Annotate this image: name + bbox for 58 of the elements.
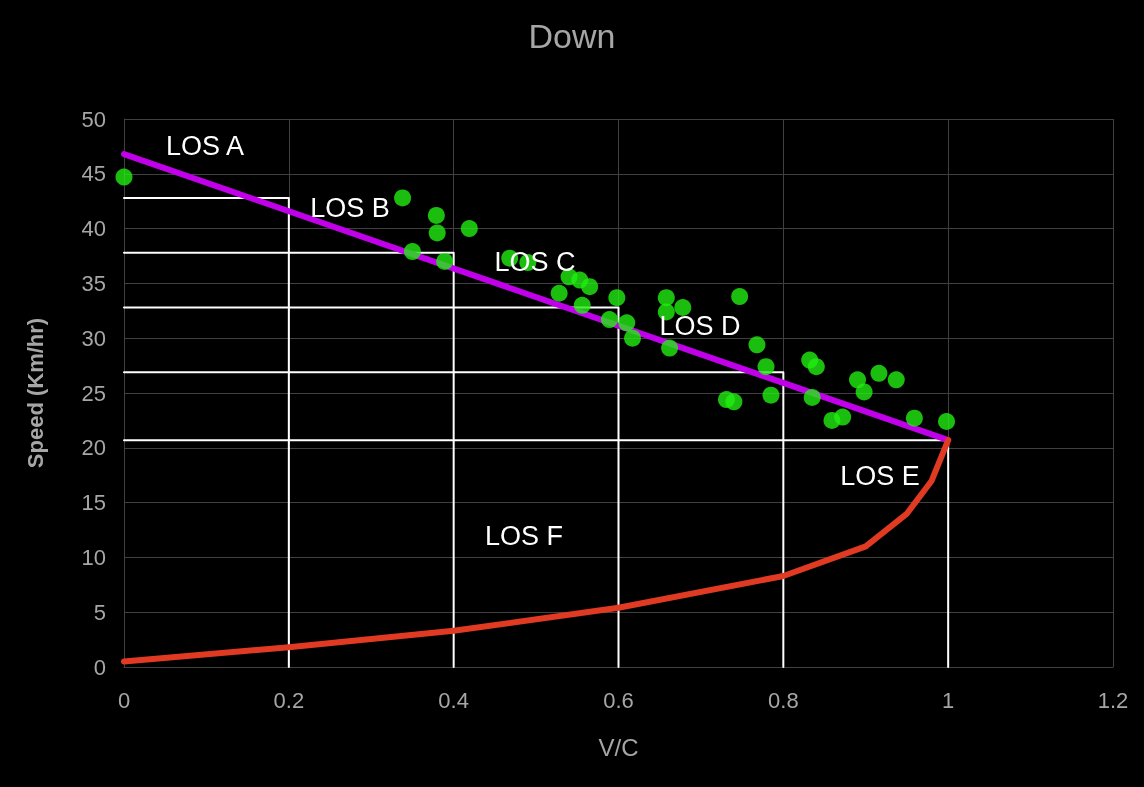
- point: [661, 339, 679, 357]
- annotation: LOS C: [494, 247, 576, 277]
- point: [855, 383, 873, 401]
- point: [870, 364, 888, 382]
- point: [608, 289, 626, 307]
- point: [657, 289, 675, 307]
- y-tick-label: 40: [81, 216, 106, 242]
- point: [618, 314, 636, 332]
- annotation: LOS F: [484, 521, 564, 551]
- point: [428, 224, 446, 242]
- y-tick-label: 15: [81, 490, 106, 516]
- x-tick-label: 1: [942, 687, 955, 713]
- point: [624, 329, 642, 347]
- point: [573, 296, 591, 314]
- x-tick-label: 0.4: [438, 687, 469, 713]
- point: [748, 336, 766, 354]
- y-tick-label: 35: [81, 270, 106, 296]
- annotation: LOS B: [310, 193, 390, 223]
- x-axis-title: V/C: [598, 733, 639, 761]
- point: [803, 388, 821, 406]
- y-tick-label: 45: [81, 161, 106, 187]
- point: [849, 371, 867, 389]
- point: [436, 252, 454, 270]
- x-tick-label: 0.6: [603, 687, 634, 713]
- x-tick-label: 0: [117, 687, 131, 713]
- x-tick-label: 0.8: [768, 687, 799, 713]
- point: [834, 408, 852, 426]
- y-axis-title: Speed (Km/hr): [22, 317, 48, 469]
- y-tick-label: 50: [81, 106, 106, 132]
- point: [550, 284, 568, 302]
- y-tick-label: 30: [81, 325, 106, 351]
- y-tick-label: 0: [93, 654, 106, 680]
- annotation: LOS A: [165, 131, 245, 161]
- x-tick-label: 1.2: [1097, 687, 1129, 713]
- point: [427, 206, 445, 224]
- y-tick-label: 25: [81, 380, 106, 406]
- point: [887, 371, 905, 389]
- point: [403, 243, 421, 261]
- point: [460, 220, 478, 238]
- y-tick-label: 10: [81, 544, 106, 570]
- point: [115, 168, 133, 186]
- point: [725, 393, 743, 411]
- chart-title: Down: [528, 17, 616, 55]
- point: [600, 311, 618, 329]
- y-tick-label: 5: [93, 599, 106, 625]
- point: [757, 358, 775, 376]
- point: [807, 358, 825, 376]
- annotation: LOS D: [659, 311, 741, 341]
- point: [394, 189, 412, 207]
- point: [938, 413, 956, 430]
- point: [731, 288, 749, 306]
- annotation: LOS E: [840, 461, 920, 491]
- point: [905, 409, 923, 427]
- point: [581, 278, 599, 296]
- x-tick-label: 0.2: [273, 687, 305, 713]
- point: [762, 386, 780, 404]
- point: [674, 299, 692, 317]
- y-tick-label: 20: [81, 435, 106, 461]
